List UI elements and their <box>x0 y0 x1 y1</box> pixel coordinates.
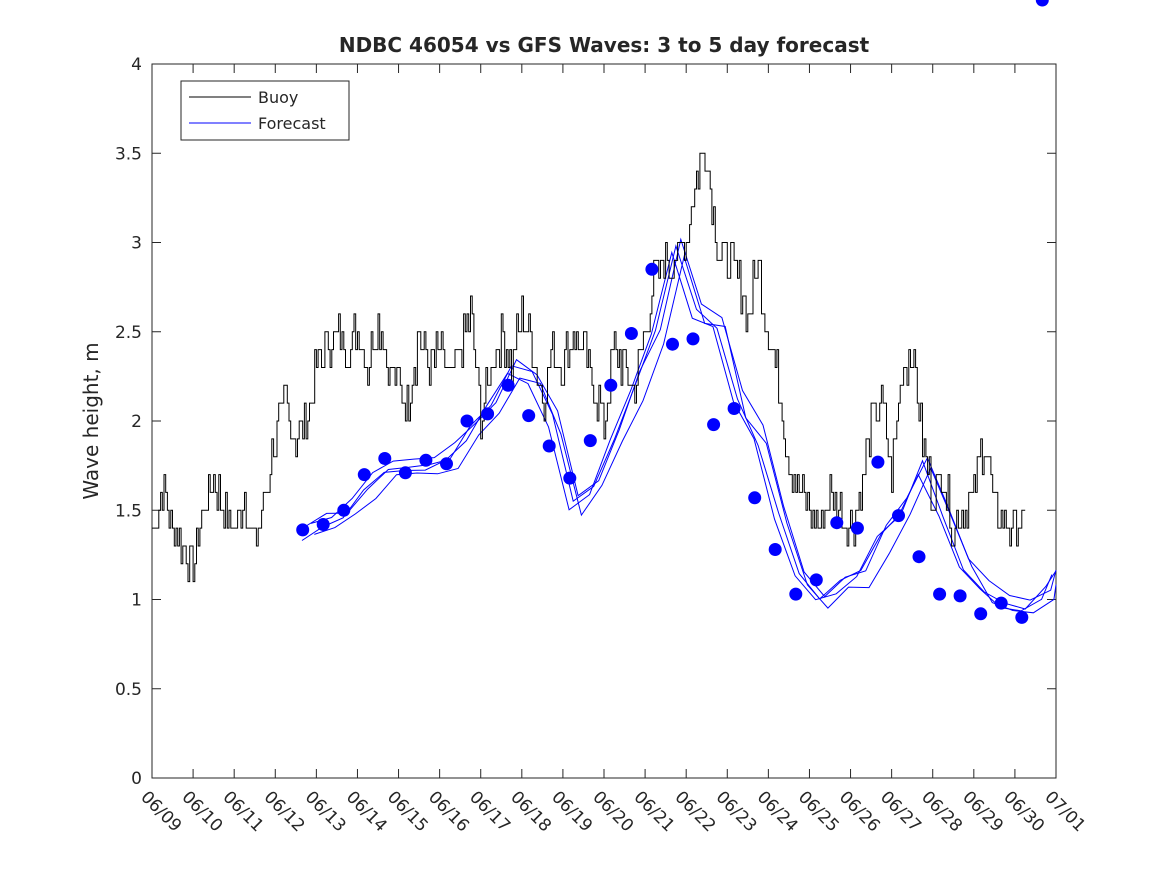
forecast-marker <box>604 378 618 392</box>
forecast-marker <box>871 455 885 469</box>
forecast-marker <box>666 337 679 351</box>
forecast-marker <box>994 596 1008 610</box>
forecast-marker <box>316 518 330 531</box>
buoy-line-group <box>152 152 1026 583</box>
forecast-marker <box>686 332 700 346</box>
forecast-marker <box>583 434 597 448</box>
forecast-marker <box>789 587 803 601</box>
forecast-marker <box>727 402 741 415</box>
forecast-marker <box>953 589 967 603</box>
forecast-marker <box>542 439 556 453</box>
forecast-marker <box>850 521 864 535</box>
forecast-marker <box>337 503 351 517</box>
forecast-lines <box>301 237 1057 614</box>
y-tick-label: 2.5 <box>115 323 142 343</box>
forecast-marker <box>892 509 905 523</box>
buoy-line <box>152 152 1026 583</box>
forecast-marker <box>378 452 392 465</box>
legend-forecast-label: Forecast <box>258 114 326 133</box>
y-tick-label: 1.5 <box>115 501 142 521</box>
forecast-marker <box>357 468 371 482</box>
forecast-marker <box>933 587 947 601</box>
forecast-marker <box>768 543 782 556</box>
forecast-marker <box>645 262 659 276</box>
legend: Buoy Forecast <box>180 80 350 141</box>
forecast-line-0 <box>305 244 1057 610</box>
y-tick-label: 0.5 <box>115 680 142 700</box>
forecast-marker <box>296 523 310 537</box>
forecast-markers <box>296 0 1049 624</box>
legend-buoy-label: Buoy <box>258 88 298 107</box>
forecast-marker <box>912 550 926 564</box>
forecast-marker <box>481 407 495 421</box>
forecast-marker <box>460 414 474 428</box>
y-tick-label: 3 <box>131 234 142 254</box>
forecast-marker <box>974 607 988 621</box>
y-tick-label: 2 <box>131 412 142 432</box>
forecast-marker <box>1015 610 1029 624</box>
forecast-marker <box>748 491 762 505</box>
y-tick-label: 0 <box>131 769 142 789</box>
forecast-marker <box>809 573 823 587</box>
forecast-marker <box>1035 0 1049 7</box>
forecast-marker <box>624 327 638 340</box>
forecast-marker <box>440 457 453 471</box>
forecast-line-2 <box>301 250 1053 612</box>
chart-title: NDBC 46054 vs GFS Waves: 3 to 5 day fore… <box>339 33 870 57</box>
y-tick-label: 4 <box>131 55 142 75</box>
forecast-line-1 <box>310 237 1057 601</box>
y-axis-label: Wave height, m <box>79 342 103 499</box>
forecast-marker <box>398 466 412 480</box>
forecast-marker <box>830 516 844 530</box>
legend-box <box>180 80 350 141</box>
forecast-marker <box>419 453 433 467</box>
forecast-marker <box>707 418 721 432</box>
forecast-marker <box>501 378 515 392</box>
y-tick-label: 1 <box>131 591 142 611</box>
forecast-marker <box>563 471 577 485</box>
y-tick-label: 3.5 <box>115 144 142 164</box>
forecast-marker <box>522 409 536 423</box>
